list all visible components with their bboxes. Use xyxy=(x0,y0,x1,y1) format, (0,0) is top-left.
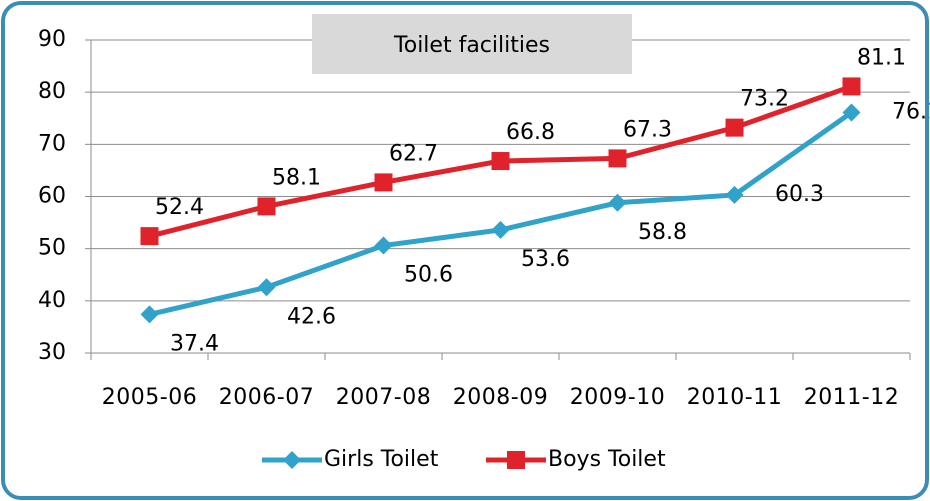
y-tick-label: 30 xyxy=(38,340,66,365)
data-point xyxy=(842,77,861,96)
data-label: 60.3 xyxy=(775,182,824,207)
x-tick-label: 2005-06 xyxy=(102,385,197,410)
data-label: 67.3 xyxy=(623,117,672,142)
data-label: 42.6 xyxy=(287,304,336,329)
title-background xyxy=(312,14,632,74)
x-tick-label: 2010-11 xyxy=(687,385,782,410)
data-point xyxy=(608,149,627,168)
data-point xyxy=(257,278,276,297)
y-tick-label: 50 xyxy=(38,236,66,261)
chart-title: Toilet facilities xyxy=(393,33,550,58)
data-label: 73.2 xyxy=(740,87,789,112)
legend-marker xyxy=(507,451,525,469)
data-point xyxy=(257,197,276,216)
data-point xyxy=(725,185,744,204)
y-tick-label: 80 xyxy=(38,79,66,104)
data-point xyxy=(608,193,627,212)
data-label: 76.1 xyxy=(892,100,930,125)
data-label: 53.6 xyxy=(521,247,570,272)
data-point xyxy=(374,173,393,192)
y-tick-label: 90 xyxy=(38,27,66,52)
x-tick-label: 2007-08 xyxy=(336,385,431,410)
data-label: 50.6 xyxy=(404,263,453,288)
legend-marker xyxy=(283,451,301,469)
data-point xyxy=(842,103,861,122)
legend-label: Boys Toilet xyxy=(548,447,666,472)
data-point xyxy=(491,152,510,171)
data-label: 58.1 xyxy=(272,165,321,190)
data-point xyxy=(491,220,510,239)
y-tick-label: 40 xyxy=(38,288,66,313)
data-label: 81.1 xyxy=(857,45,906,70)
y-tick-label: 60 xyxy=(38,184,66,209)
x-tick-label: 2009-10 xyxy=(570,385,665,410)
x-tick-label: 2006-07 xyxy=(219,385,314,410)
data-point xyxy=(725,118,744,137)
data-label: 62.7 xyxy=(389,141,438,166)
data-point xyxy=(140,227,159,246)
legend-label: Girls Toilet xyxy=(324,447,439,472)
y-tick-label: 70 xyxy=(38,131,66,156)
data-label: 66.8 xyxy=(506,120,555,145)
x-tick-label: 2011-12 xyxy=(804,385,899,410)
data-point xyxy=(140,305,159,324)
data-label: 52.4 xyxy=(155,195,204,220)
data-label: 58.8 xyxy=(638,220,687,245)
data-point xyxy=(374,236,393,255)
data-label: 37.4 xyxy=(170,331,219,356)
x-tick-label: 2008-09 xyxy=(453,385,548,410)
